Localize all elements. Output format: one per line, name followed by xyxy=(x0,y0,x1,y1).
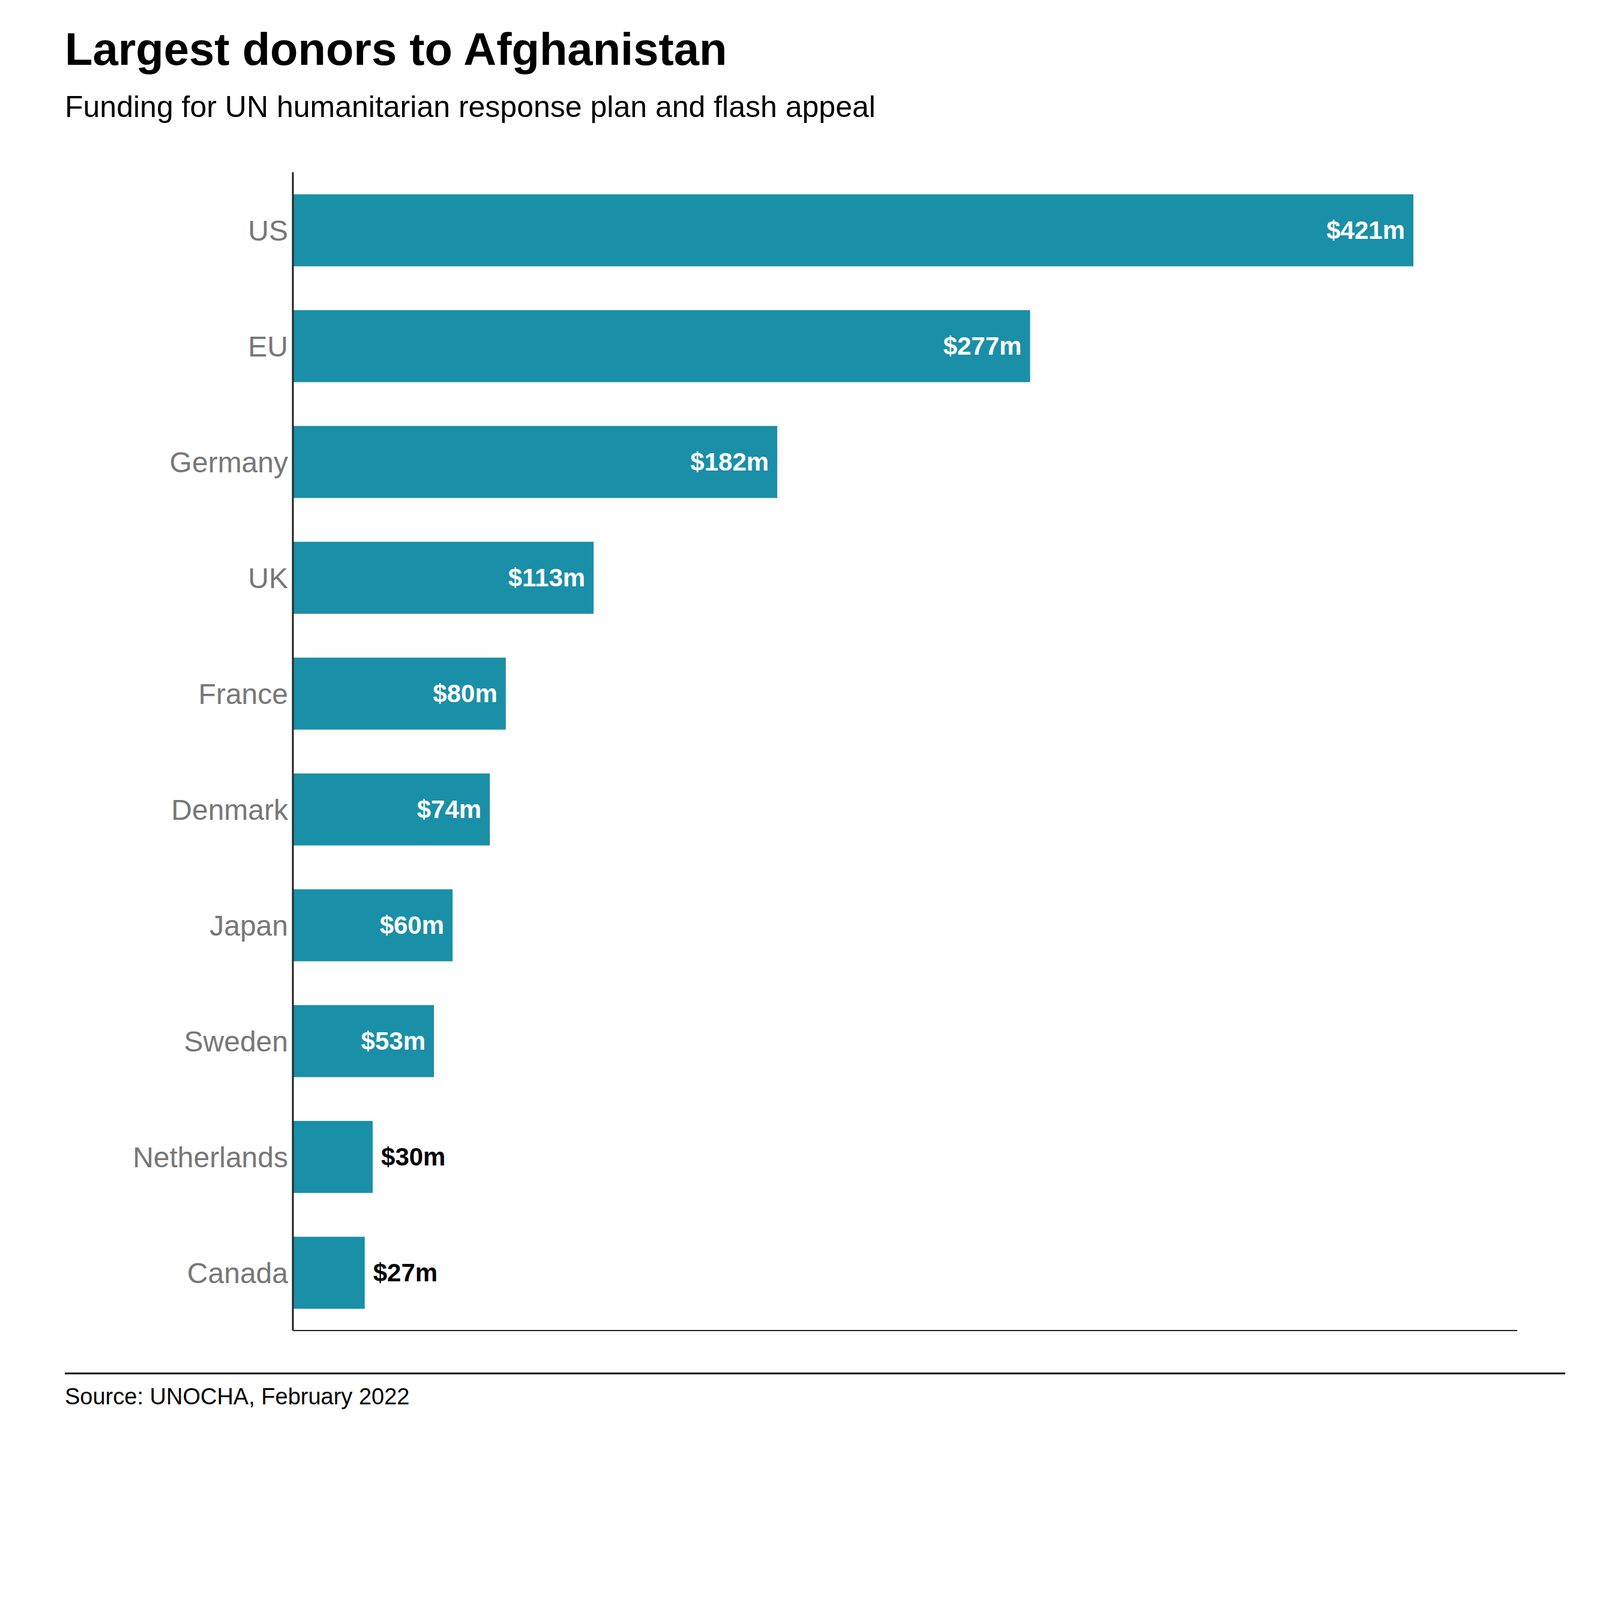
svg-text:Sweden: Sweden xyxy=(184,1025,289,1058)
html-text:Funding for UN humanitarian re: Funding for UN humanitarian response pla… xyxy=(64,90,876,124)
svg-text:France: France xyxy=(198,678,289,710)
svg-text:EU: EU xyxy=(247,330,289,363)
svg-text:Netherlands: Netherlands xyxy=(132,1141,289,1174)
svg-text:Japan: Japan xyxy=(209,909,289,942)
svg-text:$74m: $74m xyxy=(417,795,482,824)
svg-text:Denmark: Denmark xyxy=(171,793,289,826)
svg-text:$182m: $182m xyxy=(690,447,769,476)
svg-text:$113m: $113m xyxy=(508,563,586,592)
svg-text:Canada: Canada xyxy=(187,1257,289,1290)
svg-text:Germany: Germany xyxy=(169,446,289,479)
html-text:Largest donors to Afghanistan: Largest donors to Afghanistan xyxy=(64,23,728,75)
svg-text:$421m: $421m xyxy=(1326,216,1405,245)
svg-text:$60m: $60m xyxy=(379,911,445,940)
svg-text:$53m: $53m xyxy=(361,1026,426,1056)
svg-text:$27m: $27m xyxy=(373,1258,438,1287)
svg-text:$277m: $277m xyxy=(943,331,1023,361)
html-text:Source: UNOCHA, February 2022: Source: UNOCHA, February 2022 xyxy=(64,1383,410,1410)
svg-text:US: US xyxy=(247,214,289,247)
svg-text:$80m: $80m xyxy=(432,679,497,708)
svg-text:UK: UK xyxy=(247,562,289,595)
svg-text:$30m: $30m xyxy=(381,1142,446,1171)
